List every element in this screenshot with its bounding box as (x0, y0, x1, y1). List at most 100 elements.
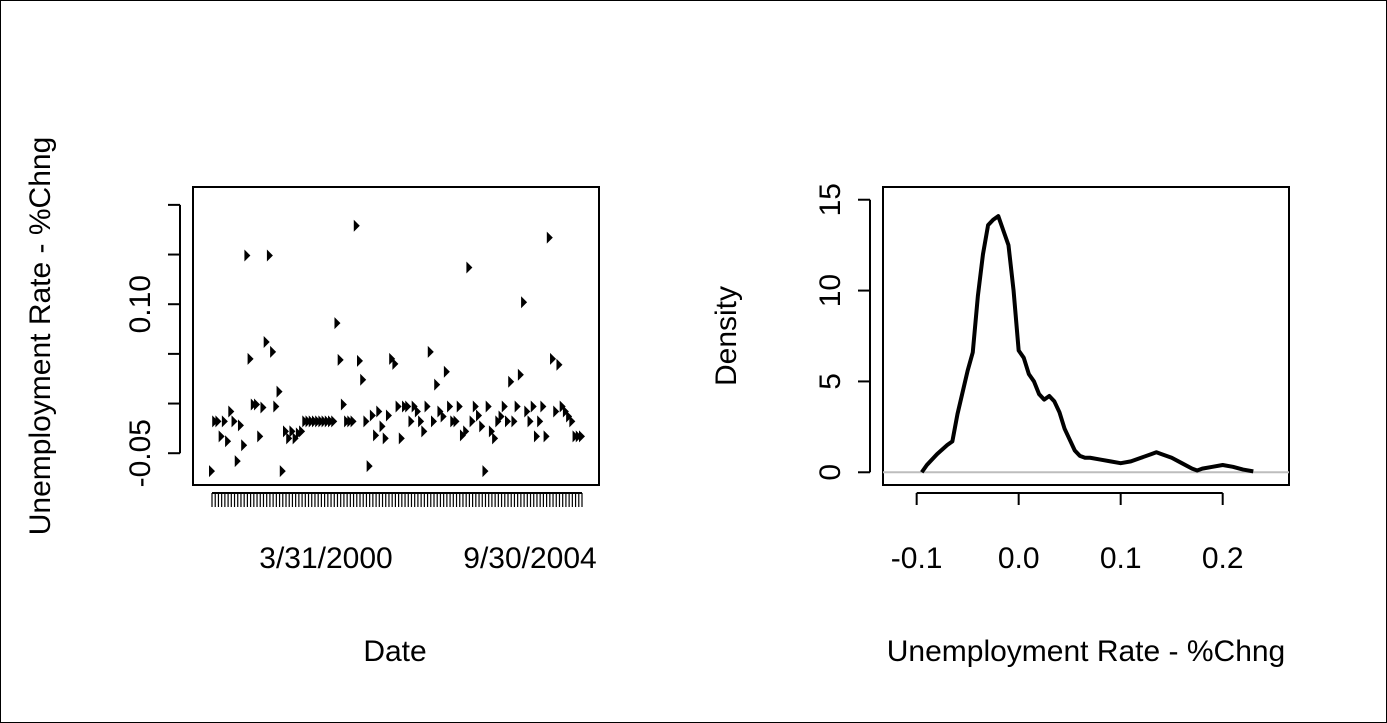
data-point (425, 401, 431, 413)
data-point (357, 355, 363, 367)
data-point (299, 425, 305, 437)
data-point (515, 401, 521, 413)
data-point (354, 220, 360, 232)
data-point (421, 425, 427, 437)
right-y-axis-label: Density (710, 286, 743, 386)
data-point (547, 232, 553, 244)
data-point (392, 358, 398, 370)
left-x-axis (212, 493, 582, 507)
data-point (241, 439, 247, 451)
left-y-tick-label: 0.10 (124, 275, 157, 333)
data-point (524, 405, 530, 417)
right-y-tick-label: 10 (814, 274, 847, 307)
right-x-tick-label: -0.1 (891, 542, 943, 575)
data-point (505, 415, 511, 427)
data-point (264, 336, 270, 348)
left-x-tick-label: 3/31/2000 (259, 542, 392, 575)
data-point (280, 465, 286, 477)
data-point (508, 376, 514, 388)
data-point (232, 415, 238, 427)
data-point (225, 435, 231, 447)
data-point (447, 401, 453, 413)
right-y-tick-label: 15 (814, 183, 847, 216)
data-point (511, 415, 517, 427)
data-point (540, 401, 546, 413)
density-panel: 0 5 10 15 -0.1 0.0 0.1 0.2 Unemployment Rate -… (710, 183, 1289, 668)
data-point (370, 409, 376, 421)
data-point (380, 420, 386, 432)
left-data-points (209, 220, 585, 477)
left-y-axis-label: Unemployment Rate - %Chng (24, 137, 57, 536)
data-point (341, 399, 347, 411)
data-point (228, 405, 234, 417)
left-y-tick-label: -0.05 (124, 419, 157, 487)
data-point (482, 465, 488, 477)
time-series-panel: 3/31/2000 9/30/2004 -0.05 0.10 Date Unem… (24, 137, 599, 668)
data-point (528, 415, 534, 427)
data-point (273, 401, 279, 413)
data-point (502, 401, 508, 413)
data-point (405, 401, 411, 413)
data-point (215, 415, 221, 427)
data-point (267, 250, 273, 262)
data-point (463, 425, 469, 437)
data-point (363, 415, 369, 427)
data-point (254, 399, 260, 411)
data-point (373, 429, 379, 441)
right-y-axis: 0 5 10 15 (814, 183, 870, 481)
data-point (334, 317, 340, 329)
data-point (367, 460, 373, 472)
data-point (457, 401, 463, 413)
left-plot-box (193, 187, 599, 485)
data-point (260, 402, 266, 414)
data-point (537, 415, 543, 427)
data-point (486, 401, 492, 413)
left-x-tick-label: 9/30/2004 (463, 542, 596, 575)
right-plot-box (883, 187, 1289, 485)
data-point (383, 432, 389, 444)
data-point (531, 401, 537, 413)
density-curve (922, 216, 1254, 472)
data-point (518, 369, 524, 381)
data-point (244, 250, 250, 262)
data-point (399, 432, 405, 444)
data-point (428, 346, 434, 358)
data-point (534, 430, 540, 442)
data-point (248, 353, 254, 365)
data-point (473, 401, 479, 413)
data-point (466, 261, 472, 273)
right-x-tick-label: 0.2 (1202, 542, 1244, 575)
data-point (235, 455, 241, 467)
data-point (415, 405, 421, 417)
data-point (331, 415, 337, 427)
data-point (579, 430, 585, 442)
data-point (476, 409, 482, 421)
right-x-axis-label: Unemployment Rate - %Chng (887, 635, 1286, 668)
data-point (444, 366, 450, 378)
right-x-tick-label: 0.0 (998, 542, 1040, 575)
data-point (550, 353, 556, 365)
data-point (209, 465, 215, 477)
data-point (553, 405, 559, 417)
data-point (257, 430, 263, 442)
right-x-axis: -0.1 0.0 0.1 0.2 (891, 493, 1244, 575)
data-point (338, 354, 344, 366)
left-y-axis (168, 205, 180, 453)
data-point (376, 405, 382, 417)
data-point (569, 415, 575, 427)
right-x-tick-label: 0.1 (1100, 542, 1142, 575)
data-point (556, 359, 562, 371)
data-point (408, 415, 414, 427)
data-point (479, 420, 485, 432)
left-x-axis-label: Date (363, 635, 426, 668)
data-point (219, 430, 225, 442)
data-point (386, 409, 392, 421)
data-point (431, 415, 437, 427)
data-point (396, 401, 402, 413)
data-point (434, 379, 440, 391)
data-point (441, 410, 447, 422)
data-point (270, 346, 276, 358)
data-point (351, 415, 357, 427)
data-point (470, 415, 476, 427)
data-point (454, 415, 460, 427)
